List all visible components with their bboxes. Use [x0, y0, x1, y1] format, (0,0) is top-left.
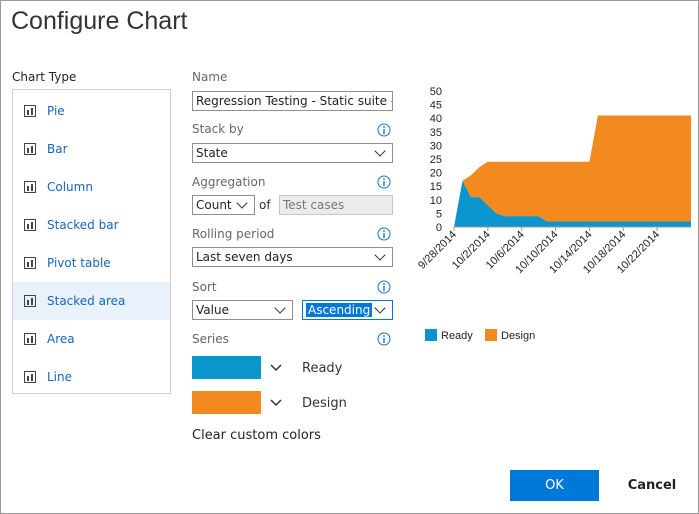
- stack-by-select[interactable]: State: [192, 143, 393, 163]
- chart-type-option[interactable]: Bar: [13, 130, 170, 168]
- chart-type-list: Pie Bar Column Stacked bar Pivot table Stacke…: [12, 89, 171, 394]
- name-label: Name: [192, 70, 228, 84]
- area: [454, 115, 691, 227]
- chart-type-icon: [24, 105, 36, 117]
- chart-type-name: Pie: [47, 104, 65, 118]
- info-icon[interactable]: [377, 227, 391, 241]
- sort-order-select[interactable]: Ascending: [302, 300, 393, 320]
- chart-type-icon: [24, 371, 36, 383]
- name-input[interactable]: Regression Testing - Static suite - Ch: [192, 91, 393, 111]
- chart-type-option[interactable]: Area: [13, 320, 170, 358]
- sort-label: Sort: [192, 280, 217, 294]
- info-icon[interactable]: [377, 123, 391, 137]
- y-tick-label: 35: [430, 127, 442, 139]
- chart-type-name: Area: [47, 332, 75, 346]
- aggregation-field: Test cases: [279, 195, 393, 215]
- chart-type-option[interactable]: Stacked area: [13, 282, 170, 320]
- chart-type-name: Line: [47, 370, 73, 384]
- chevron[interactable]: [269, 398, 283, 408]
- chart: 051015202530354045509/28/201410/2/201410…: [416, 86, 691, 342]
- legend-swatch: [485, 329, 497, 341]
- dialog-title: Configure Chart: [11, 7, 188, 35]
- cancel-button[interactable]: Cancel: [627, 478, 677, 493]
- chart-type-name: Bar: [47, 142, 68, 156]
- series-color-swatch[interactable]: [192, 391, 261, 414]
- series-name: Design: [302, 396, 347, 411]
- chart-type-icon: [24, 181, 36, 193]
- chart-type-icon: [24, 219, 36, 231]
- chart-type-name: Column: [47, 180, 93, 194]
- chart-type-name: Stacked area: [47, 294, 126, 308]
- chart-type-icon: [24, 143, 36, 155]
- y-tick-label: 20: [430, 168, 442, 180]
- series-color-swatch[interactable]: [192, 356, 261, 379]
- chart-type-label: Chart Type: [12, 70, 77, 84]
- aggregation-select[interactable]: Count: [192, 195, 255, 215]
- chart-type-icon: [24, 333, 36, 345]
- y-tick-label: 25: [430, 154, 442, 166]
- y-tick-label: 5: [436, 208, 442, 220]
- series-label: Series: [192, 332, 229, 346]
- y-tick-label: 50: [430, 86, 442, 98]
- chart-type-option[interactable]: Stacked bar: [13, 206, 170, 244]
- chart-type-option[interactable]: Line: [13, 358, 170, 396]
- stack-by-label: Stack by: [192, 122, 244, 136]
- chart-type-icon: [24, 295, 36, 307]
- chart-type-icon: [24, 257, 36, 269]
- chart-type-option[interactable]: Pivot table: [13, 244, 170, 282]
- rolling-select[interactable]: Last seven days: [192, 247, 393, 267]
- y-tick-label: 0: [436, 222, 442, 234]
- legend-label: Design: [501, 330, 535, 342]
- info-icon[interactable]: [377, 280, 391, 294]
- chart-type-name: Pivot table: [47, 256, 111, 270]
- ok-button[interactable]: OK: [510, 470, 599, 501]
- info-icon[interactable]: [377, 175, 391, 189]
- sort-field-select[interactable]: Value: [192, 300, 293, 320]
- y-tick-label: 40: [430, 113, 442, 125]
- series-name: Ready: [302, 361, 343, 376]
- y-tick-label: 45: [430, 100, 442, 112]
- info-icon[interactable]: [377, 332, 391, 346]
- y-tick-label: 10: [430, 195, 442, 207]
- chart-type-option[interactable]: Pie: [13, 92, 170, 130]
- area: [454, 180, 691, 227]
- chart-type-option[interactable]: Column: [13, 168, 170, 206]
- chart-type-name: Stacked bar: [47, 218, 119, 232]
- of-text: of: [259, 198, 271, 212]
- rolling-label: Rolling period: [192, 227, 275, 241]
- clear-colors-link[interactable]: Clear custom colors: [192, 428, 321, 443]
- y-tick-label: 15: [430, 181, 442, 193]
- chevron[interactable]: [269, 363, 283, 373]
- legend-label: Ready: [441, 330, 473, 342]
- legend-swatch: [425, 329, 437, 341]
- sort-order-value: Ascending: [306, 303, 373, 317]
- y-tick-label: 30: [430, 140, 442, 152]
- aggregation-label: Aggregation: [192, 175, 266, 189]
